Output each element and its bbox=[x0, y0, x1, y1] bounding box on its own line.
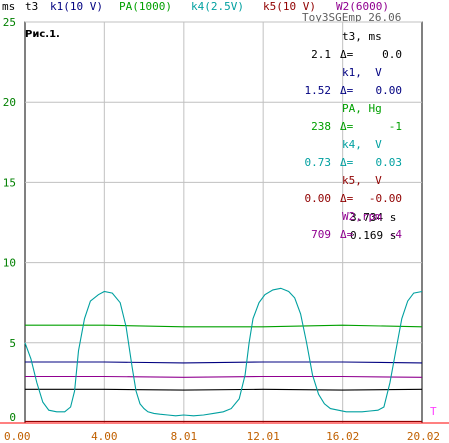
channel-pa: PA(1000) bbox=[119, 0, 172, 13]
readout-delta: 0.03 bbox=[375, 156, 403, 169]
readout-name: t3, ms bbox=[342, 30, 382, 43]
readout-value: 0.73 bbox=[304, 156, 332, 169]
x-tick-label: 8.01 bbox=[171, 430, 198, 443]
channel-t3: t3 bbox=[25, 0, 39, 13]
readout-value: 1.52 bbox=[304, 84, 332, 97]
readout-name: k1, V bbox=[342, 66, 382, 79]
grid bbox=[24, 21, 423, 424]
channel-k4: k4(2.5V) bbox=[191, 0, 244, 13]
readout-value: 238 bbox=[311, 120, 331, 133]
readout-delta: -1 bbox=[388, 120, 402, 133]
readout-delta-sign: Δ= bbox=[340, 156, 354, 169]
plot-frame bbox=[24, 21, 423, 424]
readout-delta-sign: Δ= bbox=[340, 192, 354, 205]
readout-name: k5, V bbox=[342, 174, 382, 187]
y-tick-label: 15 bbox=[3, 176, 16, 189]
figure-label: Рис.1. bbox=[25, 29, 60, 40]
channel-k5: k5(10 V) bbox=[263, 0, 316, 13]
readout-delta-sign: Δ= bbox=[340, 120, 354, 133]
x-tick-label: 20.02 bbox=[407, 430, 440, 443]
readout-name: PA, Hg bbox=[342, 102, 382, 115]
y-unit-label: ms bbox=[2, 0, 16, 13]
readout-value: 0.00 bbox=[304, 192, 332, 205]
readout-value: 709 bbox=[311, 228, 331, 241]
cursor-time: 3.734 s bbox=[350, 211, 397, 224]
y-tick-label: 20 bbox=[3, 96, 16, 109]
readout-delta-sign: Δ= bbox=[340, 228, 354, 241]
series-layer bbox=[24, 287, 423, 422]
readout-value: 2.1 bbox=[311, 48, 331, 61]
y-tick-label: 10 bbox=[3, 257, 16, 270]
x-tick-label: 4.00 bbox=[91, 430, 118, 443]
channel-k1: k1(10 V) bbox=[50, 0, 103, 13]
y-tick-label: 25 bbox=[3, 16, 16, 29]
tick-labels: 0.00 4.00 8.01 12.01 16.02 20.02 0 5 10 15 20 25 bbox=[3, 16, 440, 443]
readout-delta-sign: Δ= bbox=[340, 48, 354, 61]
series-line-t3 bbox=[25, 388, 423, 391]
y-tick-label: 0 bbox=[9, 411, 16, 424]
series-line-k4 bbox=[24, 287, 423, 417]
series-line-w2 bbox=[25, 375, 423, 378]
cursor-delta: 0.169 s bbox=[350, 229, 397, 242]
readout-delta: -4 bbox=[388, 228, 402, 241]
readout-delta: -0.00 bbox=[368, 192, 402, 205]
channel-w2: W2(6000) bbox=[336, 0, 389, 13]
readout-delta-sign: Δ= bbox=[340, 84, 354, 97]
y-tick-label: 5 bbox=[9, 337, 16, 350]
readout-name: k4, V bbox=[342, 138, 382, 151]
x-tick-label: 0.00 bbox=[4, 430, 31, 443]
readout-delta: 0.00 bbox=[375, 84, 403, 97]
dataset-subtitle: Toy3SGEmp 26.06 bbox=[302, 11, 402, 24]
readout-name: W2,rpm bbox=[342, 210, 382, 223]
x-tick-label: 16.02 bbox=[326, 430, 359, 443]
x-tick-label: 12.01 bbox=[247, 430, 280, 443]
t-marker: T bbox=[430, 405, 437, 418]
series-line-k1 bbox=[25, 361, 423, 364]
readout-delta: 0.0 bbox=[382, 48, 402, 61]
series-line-pa bbox=[25, 324, 423, 328]
